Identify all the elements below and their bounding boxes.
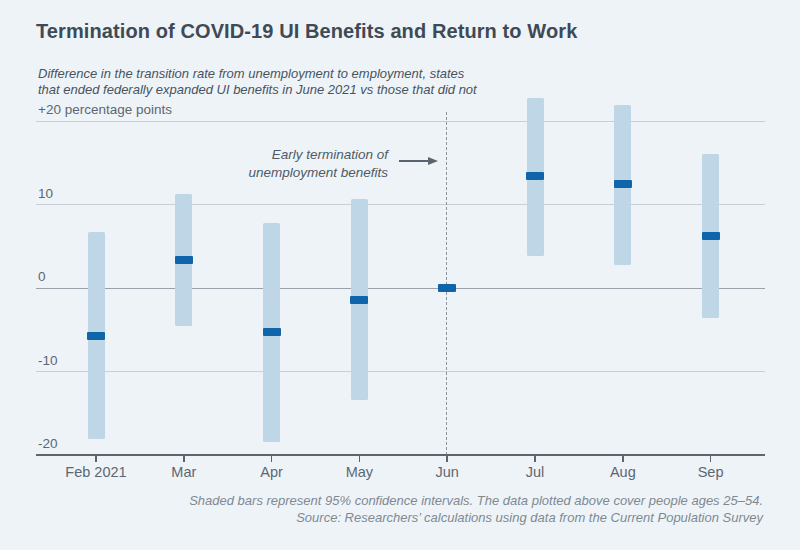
x-axis-tick	[359, 456, 361, 462]
chart-figure: Termination of COVID-19 UI Benefits and …	[0, 0, 800, 550]
x-axis-tick	[95, 456, 97, 462]
estimate-marker	[614, 180, 632, 188]
y-axis-label: 0	[38, 268, 46, 286]
event-annotation: Early termination of unemployment benefi…	[128, 146, 388, 181]
estimate-marker	[350, 296, 368, 304]
x-axis-tick	[446, 456, 448, 462]
estimate-marker	[438, 284, 456, 292]
x-axis-label: Jul	[491, 464, 579, 480]
estimate-marker	[175, 256, 193, 264]
y-axis-label: -20	[38, 435, 58, 453]
y-axis-label: 10	[38, 185, 53, 203]
x-axis-label: Jun	[403, 464, 491, 480]
chart-title: Termination of COVID-19 UI Benefits and …	[36, 20, 736, 43]
chart-subtitle: Difference in the transition rate from u…	[38, 66, 558, 98]
x-axis-label: Aug	[579, 464, 667, 480]
chart-footnote: Shaded bars represent 95% confidence int…	[123, 492, 763, 526]
x-axis-tick	[534, 456, 536, 462]
gridline	[36, 121, 765, 122]
x-axis-label: Feb 2021	[52, 464, 140, 480]
gridline	[36, 204, 765, 205]
estimate-marker	[702, 232, 720, 240]
arrow-head-icon	[428, 157, 438, 165]
estimate-marker	[526, 172, 544, 180]
y-axis-label: -10	[38, 352, 58, 370]
zero-gridline	[36, 288, 765, 290]
x-axis-tick	[183, 456, 185, 462]
x-axis-label: Mar	[140, 464, 228, 480]
estimate-marker	[263, 328, 281, 336]
x-axis-label: Sep	[667, 464, 755, 480]
x-axis-line	[36, 454, 765, 456]
x-axis-tick	[710, 456, 712, 462]
x-axis-tick	[271, 456, 273, 462]
x-axis-label: May	[315, 464, 403, 480]
gridline	[36, 371, 765, 372]
x-axis-tick	[622, 456, 624, 462]
annotation-arrow	[399, 160, 429, 162]
y-axis-label: +20 percentage points	[38, 101, 172, 119]
estimate-marker	[87, 332, 105, 340]
x-axis-label: Apr	[228, 464, 316, 480]
